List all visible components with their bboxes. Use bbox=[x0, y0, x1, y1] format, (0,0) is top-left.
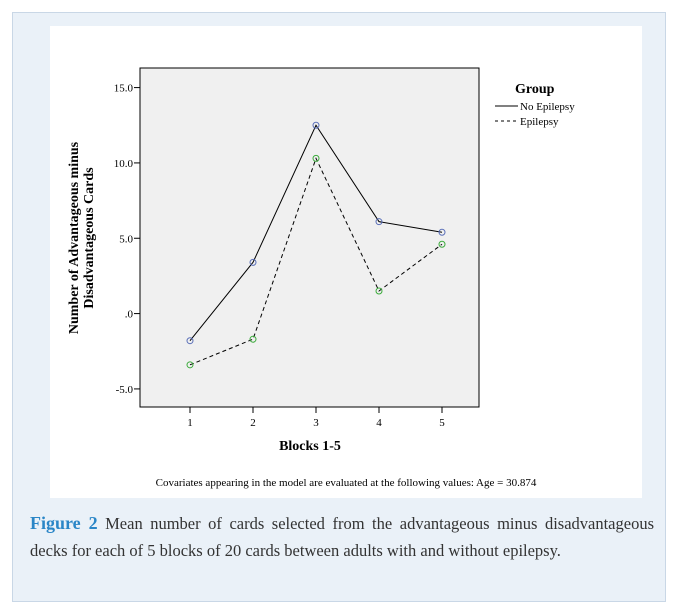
x-tick-label: 4 bbox=[376, 417, 382, 429]
legend-label: No Epilepsy bbox=[520, 101, 575, 113]
figure-caption-text: Mean number of cards selected from the a… bbox=[30, 514, 655, 560]
data-point-epilepsy bbox=[438, 240, 446, 248]
y-axis-title: Number of Advantageous minusDisadvantage… bbox=[67, 141, 97, 334]
series-line-epilepsy bbox=[189, 157, 443, 366]
x-axis-title: Blocks 1-5 bbox=[279, 439, 341, 454]
y-tick-label: .0 bbox=[125, 309, 134, 321]
chart-footnote: Covariates appearing in the model are ev… bbox=[156, 477, 537, 489]
figure-label: Figure 2 bbox=[30, 513, 98, 533]
data-point-epilepsy bbox=[375, 287, 383, 295]
data-point-epilepsy bbox=[312, 154, 320, 162]
figure-caption: Figure 2 Mean number of cards selected f… bbox=[30, 510, 654, 564]
y-tick-label: -5.0 bbox=[116, 384, 134, 396]
x-tick-label: 2 bbox=[250, 417, 256, 429]
x-tick-label: 1 bbox=[187, 417, 193, 429]
x-tick-label: 5 bbox=[439, 417, 445, 429]
data-point-epilepsy bbox=[186, 361, 194, 369]
data-point-epilepsy bbox=[249, 335, 257, 343]
data-point-no-epilepsy bbox=[186, 337, 194, 345]
chart-panel: 15.0 10.0 5.0 .0 -5.0 1 2 3 4 5 Blocks 1-5 Number o… bbox=[50, 26, 642, 498]
data-point-no-epilepsy bbox=[375, 218, 383, 226]
data-point-no-epilepsy bbox=[312, 121, 320, 129]
x-tick-label: 3 bbox=[313, 417, 319, 429]
data-point-no-epilepsy bbox=[249, 258, 257, 266]
y-tick-label: 15.0 bbox=[114, 83, 134, 95]
y-tick-label: 5.0 bbox=[119, 233, 133, 245]
plot-area bbox=[139, 67, 480, 408]
series-line-no-epilepsy bbox=[189, 124, 443, 342]
data-point-no-epilepsy bbox=[438, 228, 446, 236]
figure-card: 15.0 10.0 5.0 .0 -5.0 1 2 3 4 5 Blocks 1-5 Number o… bbox=[12, 12, 666, 602]
chart: 15.0 10.0 5.0 .0 -5.0 1 2 3 4 5 Blocks 1-5 Number o… bbox=[67, 67, 575, 489]
legend-title: Group bbox=[515, 82, 555, 97]
legend-label: Epilepsy bbox=[520, 116, 559, 128]
y-axis-title-line: Number of Advantageous minus bbox=[67, 141, 82, 334]
y-axis-title-line: Disadvantageous Cards bbox=[82, 167, 97, 309]
y-tick-label: 10.0 bbox=[114, 158, 134, 170]
